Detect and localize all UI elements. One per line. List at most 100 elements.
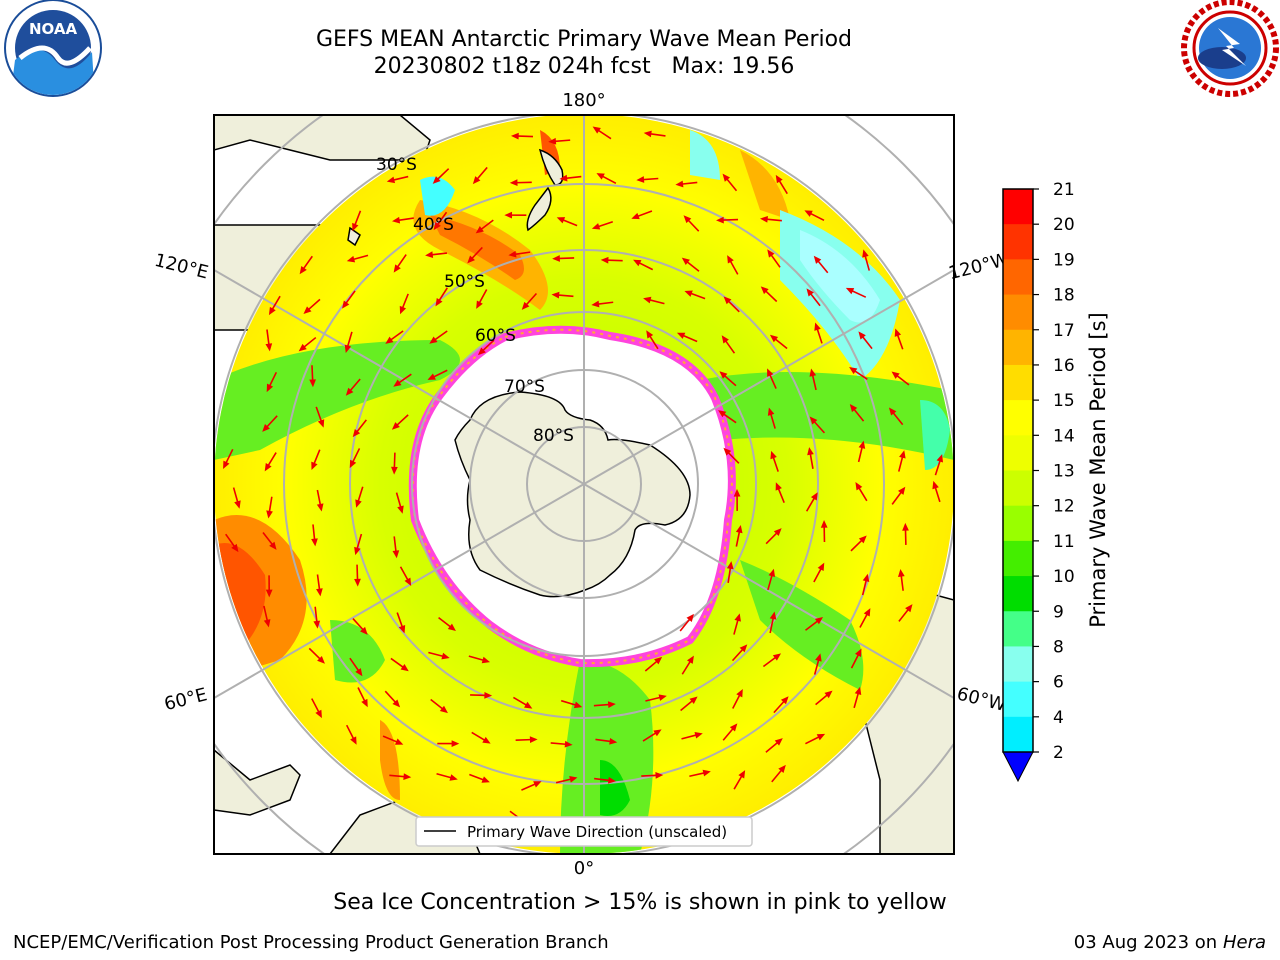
wave-arrow-head bbox=[721, 335, 729, 344]
wave-arrow-head bbox=[723, 447, 732, 456]
colorbar-swatch bbox=[1003, 716, 1033, 753]
noaa-logo: NOAA bbox=[4, 0, 102, 97]
wave-arrow-head bbox=[862, 573, 870, 582]
wave-arrow-head bbox=[932, 480, 939, 490]
wave-arrow-head bbox=[262, 423, 270, 432]
wave-arrow-head bbox=[354, 546, 361, 556]
wave-arrow-head bbox=[773, 528, 782, 536]
lon-label-60e: 60°E bbox=[162, 684, 209, 715]
wave-arrow-head bbox=[398, 624, 406, 634]
wave-arrow-head bbox=[509, 179, 518, 187]
wave-arrow-head bbox=[385, 336, 394, 344]
colorbar-swatch bbox=[1003, 576, 1033, 612]
wave-arrow-head bbox=[399, 305, 407, 315]
wave-arrow-head bbox=[404, 577, 412, 586]
wave-arrow-head bbox=[482, 736, 491, 744]
wave-arrow-head bbox=[303, 306, 312, 314]
wave-arrow-head bbox=[675, 180, 684, 188]
wave-arrow-head bbox=[223, 460, 230, 470]
wave-arrow-head bbox=[529, 736, 538, 744]
credit-machine: Hera bbox=[1222, 932, 1266, 953]
wave-arrow-head bbox=[855, 481, 863, 491]
colorbar-tick-label: 9 bbox=[1053, 602, 1064, 622]
colorbar-tick-label: 18 bbox=[1053, 286, 1075, 306]
wave-arrow-head bbox=[386, 176, 396, 184]
wave-arrow-head bbox=[845, 287, 855, 295]
wave-arrow-head bbox=[809, 416, 818, 425]
wave-arrow-head bbox=[484, 691, 493, 699]
wave-arrow-head bbox=[313, 620, 321, 629]
colorbar-swatch bbox=[1003, 505, 1033, 542]
wave-arrow-head bbox=[596, 173, 605, 180]
wave-arrow-head bbox=[898, 568, 905, 578]
wave-arrow-head bbox=[504, 211, 513, 219]
wave-arrow-head bbox=[311, 538, 318, 547]
wave-arrow-head bbox=[315, 709, 322, 719]
wave-arrow-head bbox=[653, 729, 662, 737]
wave-arrow-head bbox=[738, 770, 746, 779]
colorbar-extend-triangle bbox=[1002, 751, 1034, 783]
wave-arrow-head bbox=[767, 368, 774, 377]
wave-arrow-head bbox=[816, 733, 826, 741]
wave-arrow-head bbox=[858, 331, 866, 340]
wave-arrow-head bbox=[573, 701, 583, 709]
wave-arrow-head bbox=[600, 256, 609, 264]
wave-arrow-head bbox=[342, 300, 350, 309]
new-zealand-land bbox=[526, 148, 564, 232]
wave-arrow-head bbox=[735, 525, 743, 534]
wave-arrow-head bbox=[607, 701, 616, 708]
colorbar-tick-label: 19 bbox=[1053, 250, 1075, 270]
tasmania-land bbox=[347, 226, 361, 247]
colorbar-tick-label: 15 bbox=[1053, 391, 1075, 411]
wave-arrow-head bbox=[392, 699, 401, 708]
colorbar-swatch bbox=[1003, 681, 1033, 718]
wave-arrow-head bbox=[658, 694, 667, 701]
wave-arrow-head bbox=[804, 210, 813, 217]
wave-arrow-head bbox=[855, 648, 862, 657]
wave-arrow-head bbox=[739, 644, 748, 653]
wave-arrow-head bbox=[397, 505, 404, 514]
wave-arrow-head bbox=[449, 774, 458, 781]
wave-arrow-head bbox=[809, 368, 817, 377]
wave-arrow-head bbox=[265, 589, 273, 598]
wave-arrow-head bbox=[352, 429, 361, 438]
wave-arrow-head bbox=[467, 255, 475, 264]
wave-arrow-head bbox=[684, 290, 693, 297]
legend-label: Primary Wave Direction (unscaled) bbox=[467, 823, 727, 841]
wave-arrow-head bbox=[686, 613, 694, 622]
wave-arrow-head bbox=[780, 696, 789, 705]
colorbar-tick-label: 13 bbox=[1053, 462, 1075, 482]
nws-logo bbox=[1181, 0, 1279, 97]
wave-arrow-head bbox=[760, 286, 769, 295]
wave-arrow-head bbox=[716, 216, 724, 224]
wave-arrow-head bbox=[694, 731, 703, 739]
lon-label-60w: 60°W bbox=[955, 683, 1009, 715]
wave-arrow-head bbox=[392, 550, 400, 559]
wave-arrow-head bbox=[767, 249, 775, 258]
wave-arrow-head bbox=[655, 771, 664, 779]
wave-arrow-head bbox=[905, 604, 913, 613]
wave-arrow-head bbox=[898, 486, 906, 495]
wave-arrow-head bbox=[769, 334, 779, 343]
wave-arrow-head bbox=[609, 737, 618, 745]
wave-arrow-head bbox=[481, 656, 491, 664]
wave-arrow-head bbox=[265, 343, 273, 352]
wave-arrow-head bbox=[592, 126, 601, 134]
wave-arrow-head bbox=[472, 176, 481, 185]
wave-arrow-head bbox=[734, 613, 741, 622]
lon-label-120e: 120°E bbox=[152, 250, 210, 284]
map-title: GEFS MEAN Antarctic Primary Wave Mean Pe… bbox=[315, 27, 853, 52]
colorbar-swatch bbox=[1003, 294, 1033, 331]
colorbar-swatch bbox=[1003, 470, 1033, 507]
wave-arrow-head bbox=[391, 422, 400, 430]
colorbar-tick-label: 11 bbox=[1053, 532, 1075, 552]
noaa-logo-text: NOAA bbox=[29, 20, 78, 38]
wave-arrow-head bbox=[806, 288, 814, 297]
wave-arrow-head bbox=[317, 419, 325, 428]
wave-arrow-head bbox=[768, 568, 776, 578]
wave-arrow-head bbox=[360, 626, 368, 635]
lat-label-60s: 60°S bbox=[475, 326, 516, 346]
wave-arrow-head bbox=[429, 336, 438, 344]
wave-arrow-head bbox=[636, 176, 645, 183]
colorbar-tick-label: 17 bbox=[1053, 321, 1075, 341]
